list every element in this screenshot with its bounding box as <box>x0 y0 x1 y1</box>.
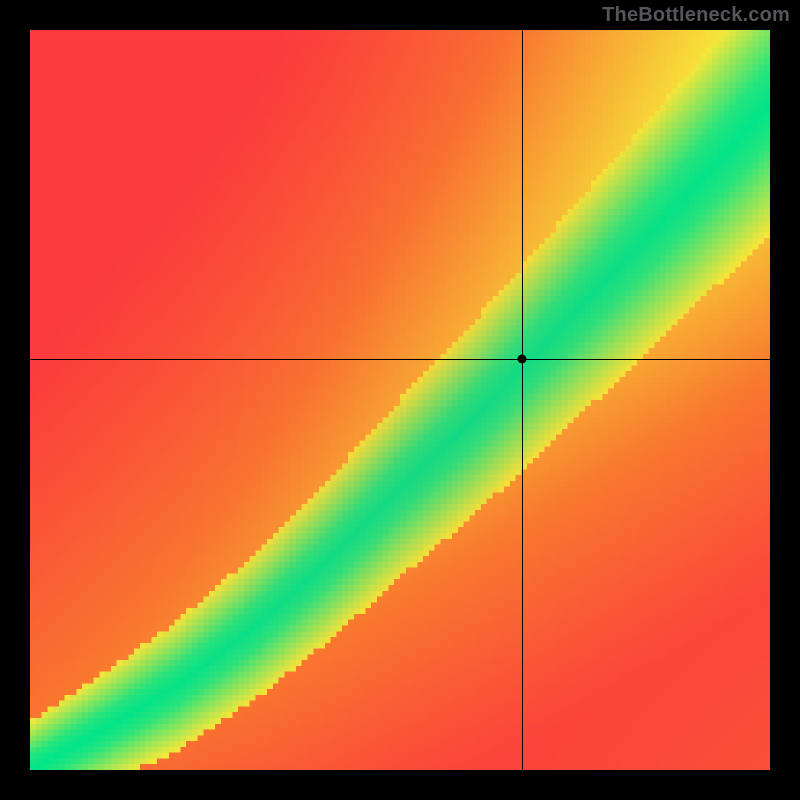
watermark-text: TheBottleneck.com <box>602 4 790 27</box>
crosshair-vertical <box>522 30 523 770</box>
crosshair-horizontal <box>30 359 770 360</box>
operating-point-marker <box>518 355 527 364</box>
outer-frame: TheBottleneck.com <box>0 0 800 800</box>
bottleneck-heatmap <box>30 30 770 770</box>
